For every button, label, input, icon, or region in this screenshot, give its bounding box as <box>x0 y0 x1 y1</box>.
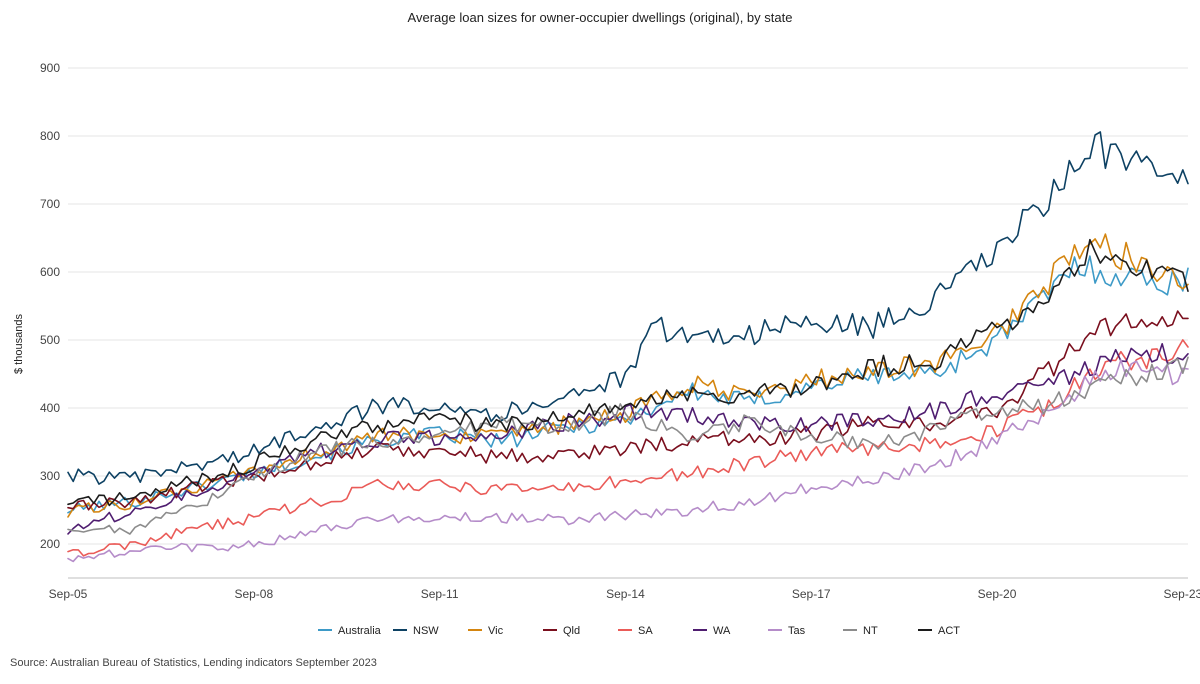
x-tick-label: Sep-11 <box>421 587 459 601</box>
y-tick-label: 200 <box>40 537 60 551</box>
y-tick-label: 600 <box>40 265 60 279</box>
legend-label-qld: Qld <box>563 625 580 637</box>
legend-label-act: ACT <box>938 625 960 637</box>
x-tick-label: Sep-23 <box>1163 587 1200 601</box>
x-tick-label: Sep-17 <box>792 587 831 601</box>
legend-label-nsw: NSW <box>413 625 439 637</box>
legend-label-tas: Tas <box>788 625 806 637</box>
series-line-act <box>67 238 1189 507</box>
y-axis-ticks: 200 300 400 500 600 700 800 900 <box>40 61 60 551</box>
y-tick-label: 700 <box>40 197 60 211</box>
y-tick-label: 900 <box>40 61 60 75</box>
legend-label-nt: NT <box>863 625 878 637</box>
legend-label-australia: Australia <box>338 625 382 637</box>
y-tick-label: 400 <box>40 401 60 415</box>
legend-label-wa: WA <box>713 625 731 637</box>
x-tick-label: Sep-05 <box>49 587 88 601</box>
y-tick-label: 500 <box>40 333 60 347</box>
series-line-nt <box>67 356 1189 535</box>
x-tick-label: Sep-08 <box>234 587 273 601</box>
x-tick-label: Sep-20 <box>978 587 1017 601</box>
y-tick-label: 800 <box>40 129 60 143</box>
gridlines <box>68 67 1188 545</box>
y-axis-label: $ thousands <box>13 314 25 374</box>
series-line-nsw <box>67 131 1189 485</box>
series-line-wa <box>67 343 1189 535</box>
legend-label-vic: Vic <box>488 625 504 637</box>
legend: Australia NSW Vic Qld SA WA Tas NT ACT <box>318 625 960 637</box>
chart-title: Average loan sizes for owner-occupier dw… <box>408 10 793 25</box>
series-lines <box>67 131 1189 563</box>
x-tick-label: Sep-14 <box>606 587 645 601</box>
x-axis-ticks: Sep-05 Sep-08 Sep-11 Sep-14 Sep-17 Sep-20 Sep-… <box>49 587 1200 601</box>
series-line-vic <box>67 233 1189 518</box>
y-tick-label: 300 <box>40 469 60 483</box>
legend-label-sa: SA <box>638 625 653 637</box>
source-note: Source: Australian Bureau of Statistics,… <box>10 657 377 669</box>
series-line-tas <box>67 359 1189 563</box>
